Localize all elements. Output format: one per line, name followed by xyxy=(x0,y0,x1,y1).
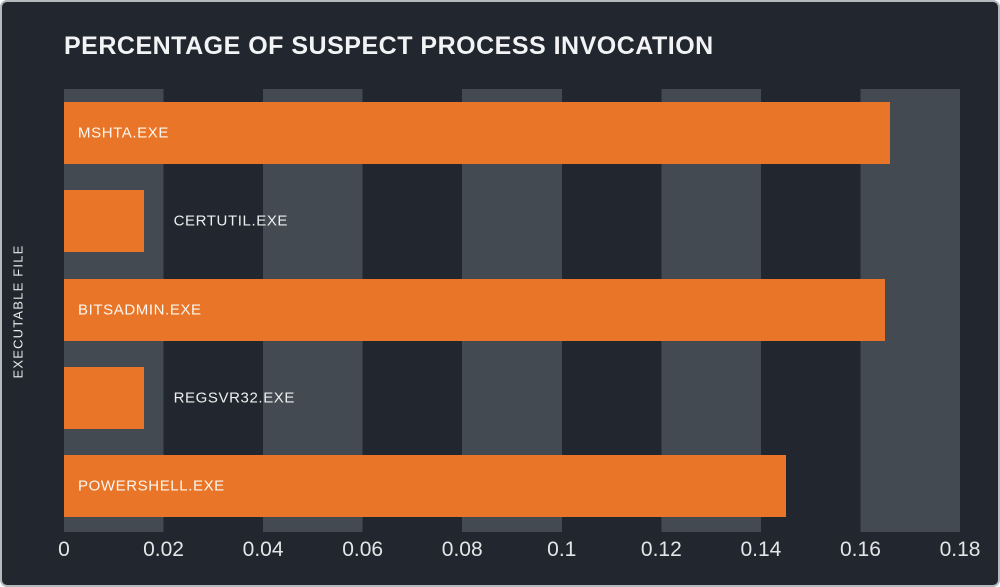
bar-label: BITSADMIN.EXE xyxy=(78,301,202,318)
x-tick-label: 0.02 xyxy=(143,538,184,561)
y-axis-label: EXECUTABLE FILE xyxy=(10,244,26,379)
bar-row: POWERSHELL.EXE xyxy=(64,455,960,517)
bar-label: REGSVR32.EXE xyxy=(173,389,296,407)
bar xyxy=(64,278,886,341)
x-tick-label: 0.16 xyxy=(840,538,881,561)
bar xyxy=(64,102,891,164)
bar-label: POWERSHELL.EXE xyxy=(78,477,225,495)
x-tick-label: 0.14 xyxy=(740,538,782,561)
x-tick-label: 0.12 xyxy=(640,538,682,561)
x-axis: 0 0.02 0.04 0.06 0.08 0.1 0.12 0.14 0.16 0.18 xyxy=(58,538,980,564)
x-tick-label: 0.08 xyxy=(441,538,483,561)
bar-row: BITSADMIN.EXE xyxy=(64,278,960,341)
x-tick-label: 0.1 xyxy=(547,538,577,561)
bar-label: MSHTA.EXE xyxy=(78,124,169,142)
x-tick-label: 0 xyxy=(58,538,70,561)
bar xyxy=(64,366,144,429)
plot-area: MSHTA.EXE CERTUTIL.EXE BITSADMIN.EXE REGSVR… xyxy=(64,89,960,532)
bar-row: CERTUTIL.EXE xyxy=(64,190,960,253)
bar xyxy=(64,455,786,517)
bar-row: MSHTA.EXE xyxy=(64,102,960,164)
x-tick-label: 0.06 xyxy=(342,538,384,561)
x-tick-label: 0.18 xyxy=(939,538,981,561)
x-tick-label: 0.04 xyxy=(242,538,284,561)
chart-title: PERCENTAGE OF SUSPECT PROCESS INVOCATION xyxy=(64,32,714,60)
bar-row: REGSVR32.EXE xyxy=(64,366,960,429)
bar-label: CERTUTIL.EXE xyxy=(173,212,289,230)
bar xyxy=(64,190,144,253)
